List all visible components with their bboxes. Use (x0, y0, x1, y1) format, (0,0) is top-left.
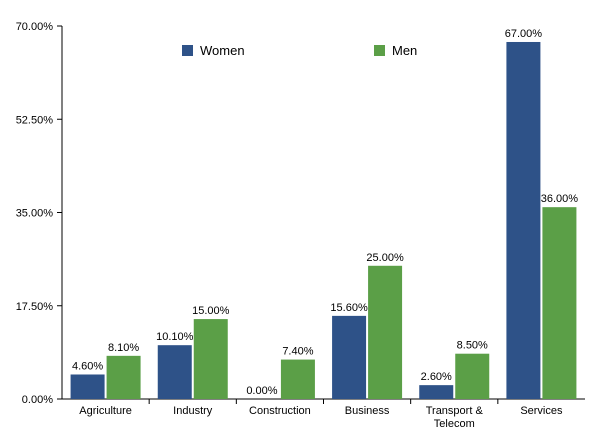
data-label: 15.60% (330, 302, 368, 314)
y-tick-label: 52.50% (16, 114, 54, 126)
legend: Women Men (182, 43, 417, 58)
x-tick-label: Transport & Telecom (426, 405, 484, 430)
legend-swatch-men (374, 45, 385, 56)
legend-label-men: Men (392, 43, 417, 58)
x-tick-label-line: Services (520, 405, 563, 417)
data-label: 15.00% (192, 305, 230, 317)
y-tick-label: 35.00% (16, 208, 54, 220)
data-label: 67.00% (505, 28, 543, 40)
x-tick-label-line: Transport & (426, 405, 484, 417)
x-tick-label-line: Industry (173, 405, 213, 417)
bar-men-business (368, 265, 403, 399)
data-label: 36.00% (541, 193, 579, 205)
x-tick-label: Industry (173, 405, 213, 417)
bar-men-agriculture (106, 355, 141, 399)
x-tick-label-line: Construction (249, 405, 311, 417)
bar-men-services (542, 207, 577, 399)
bar-men-construction (280, 359, 315, 399)
data-label: 10.10% (156, 331, 194, 343)
legend-label-women: Women (200, 43, 245, 58)
x-tick-label-line: Agriculture (79, 405, 132, 417)
data-label: 8.10% (108, 342, 139, 354)
x-tick-label-line: Telecom (434, 418, 475, 430)
data-label: 4.60% (72, 360, 103, 372)
axes: 0.00% 17.50% 35.00% 52.50% 70.00% Agriculture… (16, 21, 585, 430)
bar-men-transport-telecom (455, 353, 490, 399)
data-label: 7.40% (282, 346, 313, 358)
bar-men-industry (193, 319, 228, 399)
data-label: 8.50% (457, 340, 488, 352)
data-label: 25.00% (366, 252, 404, 264)
bar-women-services (506, 41, 541, 399)
x-tick-label-line: Business (345, 405, 390, 417)
data-labels: 4.60% 8.10% 10.10% 15.00% 0.00% 7.40% 15.60% 25… (72, 28, 578, 397)
x-tick-label: Agriculture (79, 405, 132, 417)
y-tick-label: 0.00% (22, 394, 53, 406)
legend-swatch-women (182, 45, 193, 56)
x-tick-label: Business (345, 405, 390, 417)
bar-women-industry (157, 345, 192, 399)
bar-women-business (332, 315, 367, 399)
y-tick-label: 70.00% (16, 21, 54, 33)
data-label: 2.60% (421, 371, 452, 383)
data-label: 0.00% (246, 385, 277, 397)
y-tick-label: 17.50% (16, 301, 54, 313)
bar-women-agriculture (70, 374, 105, 399)
x-tick-label: Services (520, 405, 563, 417)
bars (70, 41, 577, 399)
x-tick-label: Construction (249, 405, 311, 417)
bar-women-transport-telecom (419, 385, 454, 399)
